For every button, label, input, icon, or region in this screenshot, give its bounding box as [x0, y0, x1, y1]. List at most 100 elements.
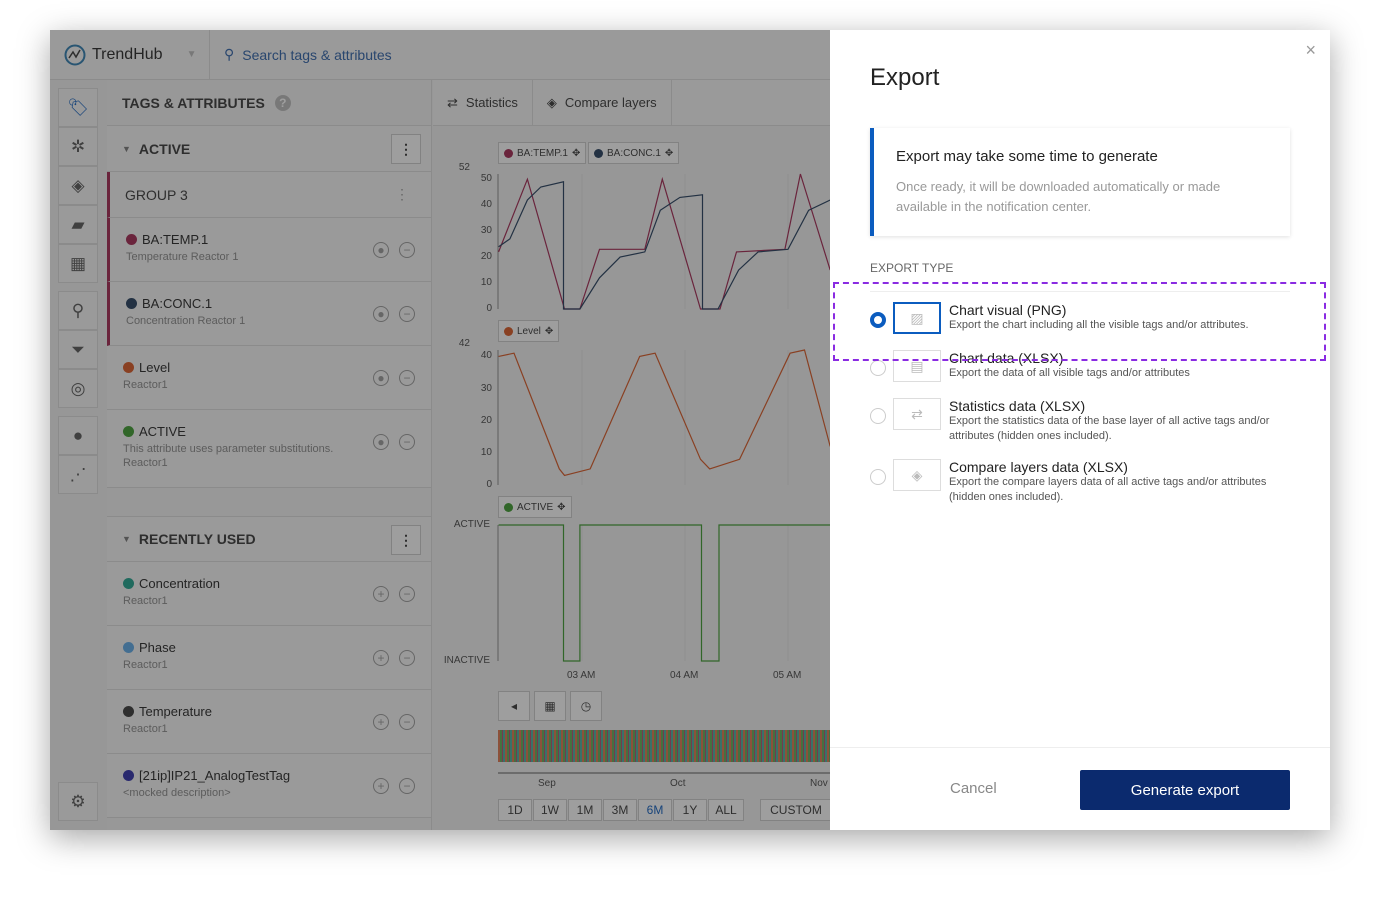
search-input[interactable]: ⚲ Search tags & attributes: [210, 46, 392, 63]
range-button-1D[interactable]: 1D: [498, 799, 532, 821]
recent-section-header[interactable]: ▼ RECENTLY USED ⋮: [107, 516, 431, 562]
remove-icon[interactable]: −: [399, 370, 415, 386]
navigator-month: Nov: [810, 778, 828, 789]
range-button-1Y[interactable]: 1Y: [673, 799, 707, 821]
move-icon[interactable]: ✥: [544, 325, 554, 337]
add-icon[interactable]: +: [373, 778, 389, 794]
item-name: ACTIVE: [139, 424, 186, 439]
color-dot: [123, 578, 134, 589]
x-tick-label: 04 AM: [670, 670, 699, 681]
item-desc: Reactor1: [123, 595, 168, 607]
range-button-6M[interactable]: 6M: [638, 799, 672, 821]
color-dot: [123, 426, 134, 437]
note-title: Export may take some time to generate: [896, 148, 1158, 165]
legend-chip[interactable]: BA:CONC.1 ✥: [588, 142, 680, 164]
tab-statistics[interactable]: ⇄ Statistics: [433, 80, 533, 125]
legend-chip[interactable]: ACTIVE ✥: [498, 496, 572, 518]
color-dot: [123, 362, 134, 373]
layers-icon[interactable]: ◈: [58, 166, 98, 205]
remove-icon[interactable]: −: [399, 242, 415, 258]
recent-section-label: RECENTLY USED: [138, 531, 256, 547]
bulb-icon[interactable]: ●: [58, 416, 98, 455]
legend-label: Level: [517, 325, 541, 337]
eye-icon[interactable]: ●: [373, 434, 389, 450]
color-dot: [123, 770, 134, 781]
remove-icon[interactable]: −: [399, 778, 415, 794]
tab-label: Statistics: [465, 95, 518, 110]
search-icon[interactable]: ⚲: [58, 291, 98, 330]
list-item[interactable]: Temperature Reactor1 + −: [107, 690, 431, 754]
prev-button[interactable]: ◂: [498, 691, 530, 721]
eye-icon[interactable]: ●: [373, 370, 389, 386]
remove-icon[interactable]: −: [399, 306, 415, 322]
cancel-button[interactable]: Cancel: [950, 780, 997, 797]
list-item[interactable]: Concentration Reactor1 + −: [107, 562, 431, 626]
remove-icon[interactable]: −: [399, 586, 415, 602]
footer-divider: [830, 747, 1330, 748]
remove-icon[interactable]: −: [399, 650, 415, 666]
list-item[interactable]: BA:TEMP.1 Temperature Reactor 1 ● −: [107, 218, 431, 282]
filter-icon[interactable]: ⏷: [58, 330, 98, 369]
calendar-button[interactable]: ▦: [534, 691, 566, 721]
move-icon[interactable]: ✥: [557, 501, 566, 513]
chevron-down-icon: ▼: [186, 49, 197, 60]
radio-button[interactable]: [870, 360, 886, 376]
move-icon[interactable]: ✥: [664, 147, 674, 159]
comment-icon[interactable]: ▰: [58, 205, 98, 244]
radio-button[interactable]: [870, 469, 886, 485]
range-button-1W[interactable]: 1W: [533, 799, 567, 821]
radio-button[interactable]: [870, 312, 886, 328]
legend-chip[interactable]: BA:TEMP.1 ✥: [498, 142, 587, 164]
remove-icon[interactable]: −: [399, 714, 415, 730]
list-item[interactable]: ACTIVE This attribute uses parameter subs…: [107, 410, 431, 488]
export-option[interactable]: ⇄ Statistics data (XLSX) Export the statis…: [870, 398, 1294, 444]
move-icon[interactable]: ✥: [571, 147, 581, 159]
highlight-box: [833, 282, 1326, 361]
radio-button[interactable]: [870, 408, 886, 424]
add-icon[interactable]: +: [373, 650, 389, 666]
export-option[interactable]: ◈ Compare layers data (XLSX) Export the co…: [870, 459, 1294, 505]
brand-menu[interactable]: TrendHub ▼: [50, 30, 210, 80]
list-item[interactable]: BA:CONC.1 Concentration Reactor 1 ● −: [107, 282, 431, 346]
recent-menu-button[interactable]: ⋮: [391, 525, 421, 555]
eye-icon[interactable]: ●: [373, 306, 389, 322]
item-name: Temperature: [139, 704, 212, 719]
modal-backdrop[interactable]: [50, 30, 830, 830]
gear-icon[interactable]: ⚙: [58, 782, 98, 821]
export-option[interactable]: ▤ Chart data (XLSX) Export the data of all…: [870, 350, 1294, 382]
group-menu-icon[interactable]: ⋮: [395, 186, 409, 202]
range-button-1M[interactable]: 1M: [568, 799, 602, 821]
y-tick-label: 30: [480, 382, 492, 394]
graph-icon[interactable]: ⋰: [58, 455, 98, 494]
item-desc: Concentration Reactor 1: [126, 315, 246, 327]
active-section-header[interactable]: ▼ ACTIVE ⋮: [107, 126, 431, 172]
range-button-3M[interactable]: 3M: [603, 799, 637, 821]
dashboard-icon[interactable]: ▦: [58, 244, 98, 283]
navigator-brush[interactable]: [498, 730, 830, 762]
active-menu-button[interactable]: ⋮: [391, 134, 421, 164]
clock-button[interactable]: ◷: [570, 691, 602, 721]
legend-chip[interactable]: Level ✥: [498, 320, 560, 342]
export-option[interactable]: ▨ Chart visual (PNG) Export the chart incl…: [870, 302, 1294, 334]
x-tick-label: 03 AM: [567, 670, 596, 681]
range-button-ALL[interactable]: ALL: [708, 799, 744, 821]
snowflake-icon[interactable]: ✲: [58, 127, 98, 166]
add-icon[interactable]: +: [373, 714, 389, 730]
item-desc: This attribute uses parameter substituti…: [123, 443, 334, 455]
custom-range-button[interactable]: CUSTOM: [760, 799, 832, 821]
export-dialog: × Export Export may take some time to ge…: [830, 30, 1330, 830]
list-item[interactable]: [21ip]IP21_AnalogTestTag <mocked descript…: [107, 754, 431, 818]
remove-icon[interactable]: −: [399, 434, 415, 450]
fingerprint-icon[interactable]: ◎: [58, 369, 98, 408]
list-item[interactable]: Level Reactor1 ● −: [107, 346, 431, 410]
help-icon[interactable]: ?: [274, 94, 291, 111]
close-icon[interactable]: ×: [1305, 40, 1316, 60]
add-icon[interactable]: +: [373, 586, 389, 602]
tag-icon[interactable]: 🏷: [58, 88, 98, 127]
eye-icon[interactable]: ●: [373, 242, 389, 258]
generate-export-button[interactable]: Generate export: [1080, 770, 1290, 810]
item-desc: Reactor1: [123, 723, 168, 735]
list-item[interactable]: Phase Reactor1 + −: [107, 626, 431, 690]
group-header[interactable]: GROUP 3 ⋮: [107, 172, 431, 218]
tab-compare-layers[interactable]: ◈ Compare layers: [533, 80, 672, 125]
